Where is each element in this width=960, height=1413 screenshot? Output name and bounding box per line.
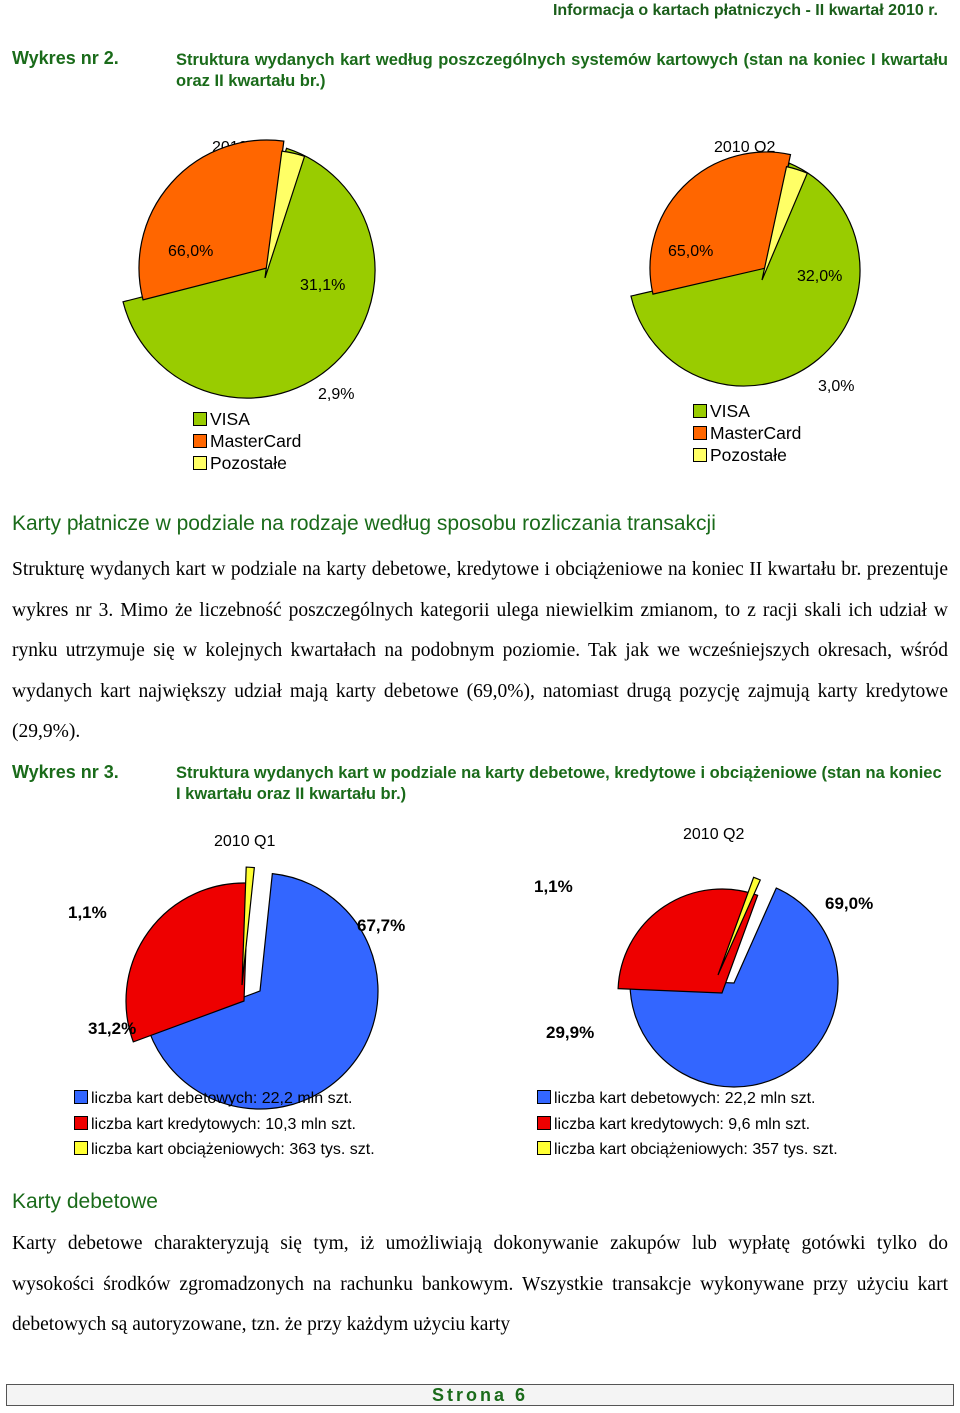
legend-swatch bbox=[74, 1141, 88, 1155]
legend-swatch bbox=[193, 434, 207, 448]
legend-item-debit: liczba kart debetowych: 22,2 mln szt. bbox=[74, 1086, 375, 1112]
pie1-legend: VISA MasterCard Pozostałe bbox=[193, 408, 301, 474]
chart3-label: Wykres nr 3. bbox=[12, 762, 119, 782]
legend-item-other: Pozostałe bbox=[193, 452, 301, 474]
pie3-label-credit: 31,2% bbox=[88, 1019, 137, 1038]
chart2-label: Wykres nr 2. bbox=[12, 48, 119, 68]
pie2-slice-other bbox=[761, 165, 809, 281]
section-heading-debit-cards: Karty debetowe bbox=[12, 1190, 158, 1213]
pie2-slice-visa bbox=[630, 162, 861, 387]
legend-swatch bbox=[693, 448, 707, 462]
legend-swatch bbox=[693, 426, 707, 440]
pie2-label-visa: 65,0% bbox=[668, 243, 714, 260]
legend-item-credit: liczba kart kredytowych: 9,6 mln szt. bbox=[537, 1112, 838, 1138]
legend-swatch bbox=[537, 1090, 551, 1104]
chart2-title: Struktura wydanych kart według poszczegó… bbox=[176, 51, 948, 90]
pie3-label-debit: 67,7% bbox=[357, 916, 406, 935]
page-number: Strona 6 bbox=[431, 1385, 529, 1405]
pie1-label-mastercard: 31,1% bbox=[300, 277, 346, 294]
legend-swatch bbox=[193, 412, 207, 426]
chart3-title: Struktura wydanych kart w podziale na ka… bbox=[176, 764, 942, 803]
pie3-title: 2010 Q1 bbox=[214, 833, 276, 850]
pie4-legend: liczba kart debetowych: 22,2 mln szt. li… bbox=[537, 1086, 838, 1163]
pie3-legend: liczba kart debetowych: 22,2 mln szt. li… bbox=[74, 1086, 375, 1163]
pie4-slice-charge bbox=[717, 876, 762, 976]
section-heading-card-types: Karty płatnicze w podziale na rodzaje we… bbox=[12, 512, 716, 535]
legend-item-other: Pozostałe bbox=[693, 444, 801, 466]
legend-item-visa: VISA bbox=[693, 400, 801, 422]
legend-item-visa: VISA bbox=[193, 408, 301, 430]
pie4-slice-credit bbox=[617, 888, 759, 994]
pie1-label-other: 2,9% bbox=[318, 386, 355, 403]
section-body-debit-cards: Karty debetowe charakteryzują się tym, i… bbox=[12, 1233, 948, 1335]
pie4-slice-debit bbox=[629, 887, 839, 1088]
pie3-slice-debit bbox=[148, 872, 379, 1110]
pie2-label-other: 3,0% bbox=[818, 378, 855, 395]
pie4-label-charge: 1,1% bbox=[534, 877, 573, 896]
document-header: Informacja o kartach płatniczych - II kw… bbox=[552, 2, 938, 19]
legend-swatch bbox=[193, 456, 207, 470]
legend-item-mastercard: MasterCard bbox=[693, 422, 801, 444]
pie4-label-debit: 69,0% bbox=[825, 894, 874, 913]
legend-swatch bbox=[74, 1115, 88, 1130]
legend-item-credit: liczba kart kredytowych: 10,3 mln szt. bbox=[74, 1112, 375, 1138]
pie3-slice-charge bbox=[241, 866, 255, 986]
pie1-label-visa: 66,0% bbox=[168, 243, 214, 260]
pie4-title: 2010 Q2 bbox=[683, 826, 745, 843]
pie2-label-mastercard: 32,0% bbox=[797, 268, 843, 285]
pie3-slice-credit bbox=[125, 882, 249, 1043]
legend-swatch bbox=[537, 1141, 551, 1155]
pie2-legend: VISA MasterCard Pozostałe bbox=[693, 400, 801, 466]
pie4-label-credit: 29,9% bbox=[546, 1023, 595, 1042]
legend-swatch bbox=[693, 404, 707, 418]
legend-swatch bbox=[537, 1115, 551, 1130]
pie3-label-charge: 1,1% bbox=[68, 903, 107, 922]
pie1-slice-mastercard bbox=[138, 139, 285, 301]
legend-item-mastercard: MasterCard bbox=[193, 430, 301, 452]
page-footer: Strona 6 bbox=[6, 1384, 954, 1406]
pie1-slice-other bbox=[264, 150, 306, 279]
legend-item-charge: liczba kart obciążeniowych: 363 tys. szt… bbox=[74, 1137, 375, 1163]
legend-item-debit: liczba kart debetowych: 22,2 mln szt. bbox=[537, 1086, 838, 1112]
legend-item-charge: liczba kart obciążeniowych: 357 tys. szt… bbox=[537, 1137, 838, 1163]
legend-swatch bbox=[74, 1090, 88, 1104]
pie2-slice-mastercard bbox=[649, 151, 792, 295]
section-body-card-types: Strukturę wydanych kart w podziale na ka… bbox=[12, 559, 948, 742]
